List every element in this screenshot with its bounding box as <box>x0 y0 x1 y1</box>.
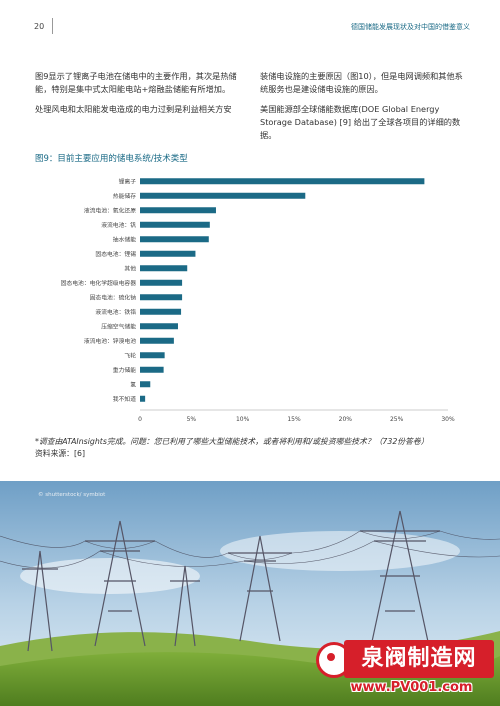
bar <box>140 395 146 402</box>
x-tick-label: 25% <box>390 416 404 423</box>
photo-credit: © shutterstock/ symbiot <box>38 492 106 498</box>
category-label: 液流电池：钒 <box>101 221 136 229</box>
category-label: 抽水储能 <box>113 235 136 243</box>
paragraph: 处理风电和太阳能发电造成的电力过剩是利益相关方安 <box>35 104 232 114</box>
site-watermark: 泉阀制造网 www.PV001.com <box>316 640 494 702</box>
category-label: 液流电池：氧化还原 <box>84 206 136 214</box>
bar <box>140 279 183 286</box>
body-column-right: 装储电设施的主要原因（图10），但是电网调频和其他系统服务也是建设储电设施的原因… <box>260 70 470 149</box>
paragraph: 图9显示了锂离子电池在储电中的主要作用，其次是热储能，特别是集中式太阳能电站+熔… <box>35 71 237 94</box>
bar <box>140 221 210 228</box>
watermark-url: www.PV001.com <box>350 680 473 695</box>
category-label: 热能储存 <box>113 192 136 200</box>
category-label: 锂离子 <box>119 177 137 185</box>
bar <box>140 323 178 330</box>
x-tick-label: 30% <box>441 416 455 423</box>
category-label: 液流电池：锌溴电池 <box>84 337 136 345</box>
photo-illustration <box>0 481 500 706</box>
category-label: 飞轮 <box>124 351 136 359</box>
category-label: 固态电池：硫化钠 <box>90 293 137 301</box>
x-tick-label: 5% <box>187 416 197 423</box>
bar <box>140 192 306 199</box>
bar <box>140 236 209 243</box>
category-label: 固态电池：锂锡 <box>95 250 136 258</box>
x-tick-label: 20% <box>339 416 353 423</box>
category-label: 氢 <box>130 380 136 388</box>
category-label: 液流电池：铁铬 <box>95 308 136 316</box>
x-tick-label: 10% <box>236 416 250 423</box>
header-divider <box>52 18 53 34</box>
figure-footnote: *调查由ATAInsights完成。问题：您已利用了哪些大型储能技术，或者将利用… <box>35 436 475 460</box>
x-tick-label: 15% <box>287 416 301 423</box>
bar <box>140 294 183 301</box>
source-note: 资料来源：[6] <box>35 449 86 458</box>
watermark-name: 泉阀制造网 <box>344 640 494 678</box>
x-tick-label: 0 <box>138 416 142 423</box>
bar <box>140 178 425 185</box>
category-label: 重力储能 <box>113 366 136 374</box>
page-header: 20 德国储能发展现状及对中国的借鉴意义 <box>0 0 500 40</box>
bar <box>140 207 216 214</box>
bar <box>140 352 165 359</box>
figure-title: 图9：目前主要应用的储电系统/技术类型 <box>35 154 188 164</box>
bar <box>140 366 164 373</box>
category-label: 其他 <box>124 264 136 272</box>
bar <box>140 250 196 257</box>
bar <box>140 337 174 344</box>
survey-note: *调查由ATAInsights完成。问题：您已利用了哪些大型储能技术，或者将利用… <box>35 437 429 446</box>
bar <box>140 381 151 388</box>
body-column-left: 图9显示了锂离子电池在储电中的主要作用，其次是热储能，特别是集中式太阳能电站+熔… <box>35 70 245 123</box>
category-label: 固态电池：电化学超级电容器 <box>61 279 137 287</box>
power-lines-photo <box>0 481 500 706</box>
bar-chart: 锂离子热能储存液流电池：氧化还原液流电池：钒抽水储能固态电池：锂锡其他固态电池：… <box>61 177 455 423</box>
category-label: 我不知道 <box>113 395 136 403</box>
page-number: 20 <box>34 22 45 31</box>
header-title: 德国储能发展现状及对中国的借鉴意义 <box>351 23 470 31</box>
paragraph: 美国能源部全球储能数据库(DOE Global Energy Storage D… <box>260 104 461 140</box>
paragraph: 装储电设施的主要原因（图10），但是电网调频和其他系统服务也是建设储电设施的原因… <box>260 71 463 94</box>
bar <box>140 308 182 315</box>
category-label: 压缩空气储能 <box>101 322 136 330</box>
bar <box>140 265 188 272</box>
